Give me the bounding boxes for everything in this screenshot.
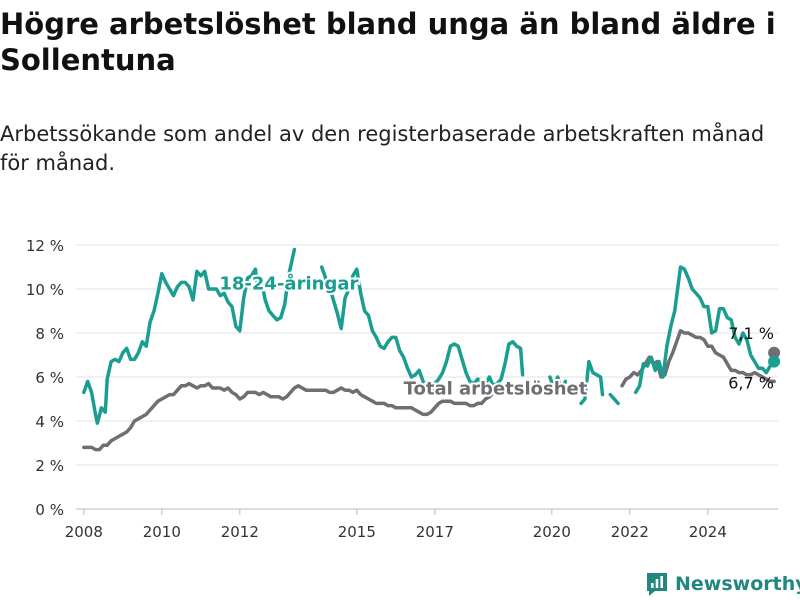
y-tick-label: 4 %: [35, 413, 64, 431]
x-tick-label: 2022: [611, 523, 649, 541]
series-line-youth: [579, 359, 605, 406]
y-tick-label: 10 %: [26, 281, 64, 299]
end-marker-total: [768, 346, 781, 359]
series-line-youth: [608, 392, 620, 406]
series-label-youth: 18-24-åringar: [219, 273, 358, 295]
x-tick-label: 2012: [221, 523, 259, 541]
x-tick-label: 2010: [143, 523, 181, 541]
x-axis: 2008 2010 2012 2015 2017 2020 2022 2024: [65, 509, 727, 541]
series-labels: 18-24-åringar Total arbetslöshet 7,1 % 6,7 …: [217, 271, 781, 402]
series-line-total: [620, 329, 776, 388]
x-tick-label: 2015: [338, 523, 376, 541]
x-tick-label: 2017: [416, 523, 454, 541]
series-lines: [82, 247, 776, 452]
end-value-total: 7,1 %: [728, 324, 774, 343]
chart-subtitle: Arbetssökande som andel av den registerb…: [0, 122, 765, 175]
series-line-total: [82, 381, 494, 452]
series-line-youth: [82, 247, 297, 425]
gridlines: [76, 244, 778, 510]
y-tick-label: 0 %: [35, 501, 64, 519]
series-line-youth: [548, 375, 568, 395]
x-tick-label: 2008: [65, 523, 103, 541]
chart-title: Högre arbetslöshet bland unga än bland ä…: [0, 7, 776, 77]
y-tick-label: 2 %: [35, 457, 64, 475]
x-tick-label: 2020: [533, 523, 571, 541]
series-label-total: Total arbetslöshet: [404, 379, 588, 400]
brand-logo: Newsworthy: [645, 571, 800, 597]
end-marker-youth: [768, 355, 781, 368]
x-tick-label: 2024: [689, 523, 727, 541]
y-tick-label: 8 %: [35, 325, 64, 343]
y-axis: 0 % 2 % 4 % 6 % 8 % 10 % 12 %: [26, 237, 64, 519]
newsworthy-icon: [647, 573, 667, 596]
series-line-youth: [633, 265, 776, 395]
end-value-youth: 6,7 %: [728, 374, 774, 393]
series-line-youth: [319, 265, 525, 395]
y-tick-label: 12 %: [26, 237, 64, 255]
brand-name: Newsworthy: [675, 573, 800, 595]
y-tick-label: 6 %: [35, 369, 64, 387]
